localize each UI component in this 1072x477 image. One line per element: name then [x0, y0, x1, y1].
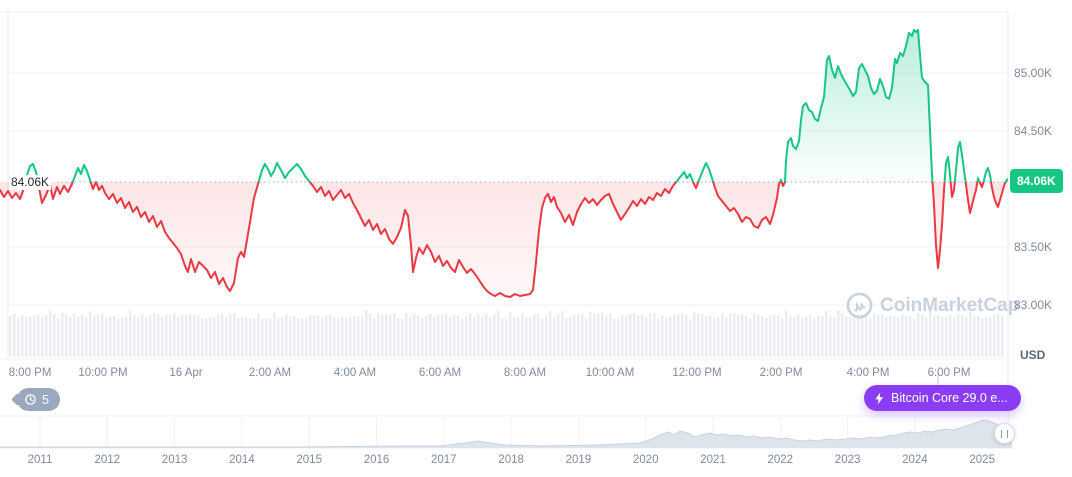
minimap-year-label: 2021 [700, 454, 726, 466]
y-axis-label: 85.00K [1014, 65, 1053, 80]
time-axis-label: 6:00 PM [927, 367, 971, 379]
history-clock-icon [24, 393, 37, 406]
time-axis-label: 8:00 AM [503, 367, 547, 379]
time-axis-label: 10:00 PM [78, 367, 128, 379]
event-label: Bitcoin Core 29.0 e... [891, 391, 1008, 405]
history-events-badge[interactable]: 5 [17, 388, 60, 411]
minimap-year-label: 2024 [902, 454, 928, 466]
time-axis-label: 8:00 PM [8, 367, 52, 379]
time-axis-label: 10:00 AM [585, 367, 635, 379]
currency-label: USD [1020, 348, 1046, 362]
minimap-year-label: 2016 [363, 454, 390, 466]
minimap-year-label: 2018 [498, 454, 524, 466]
minimap-year-label: 2013 [161, 454, 188, 466]
minimap-year-label: 2019 [565, 454, 592, 466]
minimap-year-label: 2025 [969, 454, 995, 466]
minimap-year-label: 2012 [94, 454, 121, 466]
drag-handle-bars-icon [1001, 429, 1008, 438]
time-axis-label: 2:00 PM [759, 367, 803, 379]
minimap-year-label: 2020 [632, 454, 659, 466]
minimap-year-label: 2017 [431, 454, 457, 466]
minimap-right-handle[interactable] [994, 423, 1015, 444]
minimap-year-label: 2023 [834, 454, 861, 466]
time-axis-label: 2:00 AM [248, 367, 292, 379]
event-annotation-badge[interactable]: Bitcoin Core 29.0 e... [864, 385, 1021, 411]
current-price-left-label: 84.06K [9, 175, 52, 190]
current-price-badge: 84.06K [1010, 169, 1063, 193]
watermark-text: CoinMarketCap [880, 294, 1020, 316]
time-axis-label: 4:00 PM [846, 367, 890, 379]
minimap-year-label: 2014 [229, 454, 255, 466]
time-axis-label: 16 Apr [169, 367, 203, 379]
lightning-icon [874, 392, 885, 405]
time-axis-label: 4:00 AM [333, 367, 377, 379]
minimap-year-label: 2015 [296, 454, 322, 466]
y-axis-label: 83.00K [1014, 297, 1053, 312]
time-axis-label: 6:00 AM [418, 367, 462, 379]
history-count: 5 [42, 392, 49, 407]
time-axis-label: 12:00 PM [672, 367, 722, 379]
coinmarketcap-watermark: CoinMarketCap [846, 292, 1019, 319]
coinmarketcap-logo-icon [846, 292, 873, 319]
minimap-year-label: 2011 [27, 454, 53, 466]
minimap-year-label: 2022 [767, 454, 794, 466]
y-axis-label: 84.50K [1014, 123, 1053, 138]
y-axis-label: 83.50K [1014, 239, 1053, 254]
